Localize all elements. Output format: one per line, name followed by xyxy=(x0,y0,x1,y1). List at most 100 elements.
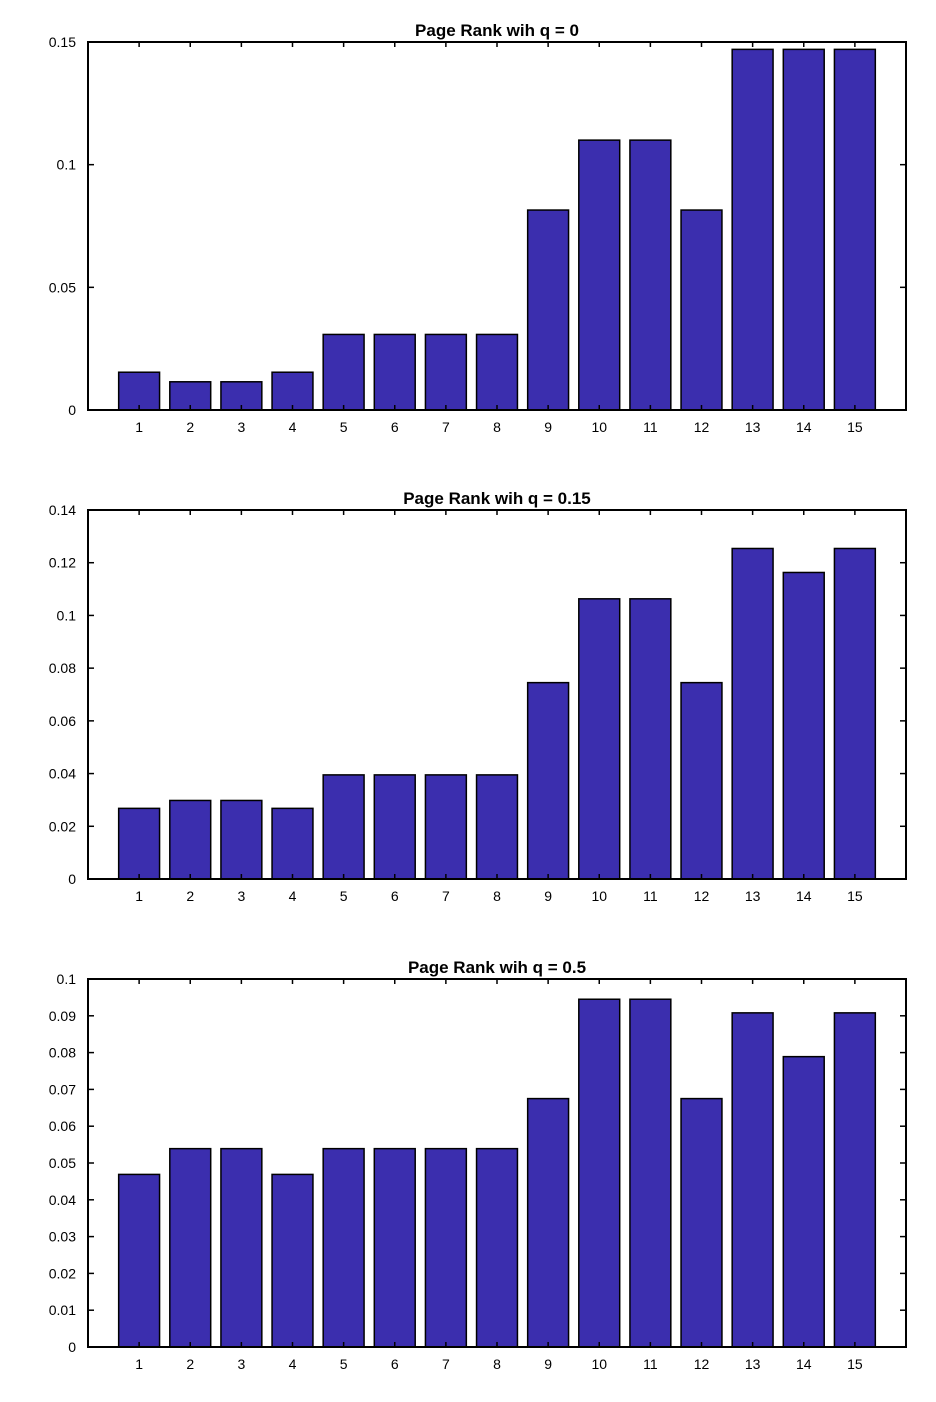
x-tick-label: 13 xyxy=(745,1356,761,1372)
bar-13 xyxy=(731,547,774,880)
bar-4 xyxy=(271,1173,314,1348)
chart-panel-q05: Page Rank wih q = 0.5 1 2 3 4 5 6 7 8 9 10 11 12 13 1… xyxy=(49,958,907,1372)
bar-6 xyxy=(373,774,416,880)
x-tick-label: 15 xyxy=(847,1356,863,1372)
x-tick-label: 7 xyxy=(442,1356,450,1372)
x-tick-label: 4 xyxy=(289,419,297,435)
x-tick-label: 6 xyxy=(391,888,399,904)
x-tick-label: 10 xyxy=(591,888,607,904)
y-tick-label: 0.07 xyxy=(49,1081,76,1097)
bar-11 xyxy=(629,598,672,880)
x-tick-label: 2 xyxy=(186,1356,194,1372)
x-tick-label: 12 xyxy=(694,419,710,435)
y-tick-label: 0.03 xyxy=(49,1229,76,1245)
x-tick-label: 2 xyxy=(186,419,194,435)
x-tick-label: 11 xyxy=(643,1356,658,1372)
x-tick-label: 1 xyxy=(135,888,143,904)
chart-title: Page Rank wih q = 0.5 xyxy=(408,958,586,977)
x-tick-label: 6 xyxy=(391,1356,399,1372)
bar-6 xyxy=(373,333,416,411)
bar-10 xyxy=(578,598,621,880)
chart-title: Page Rank wih q = 0.15 xyxy=(403,489,591,508)
x-tick-label: 1 xyxy=(135,419,143,435)
x-tick-label: 8 xyxy=(493,419,501,435)
y-tick-label: 0.02 xyxy=(49,1265,76,1281)
y-tick-label: 0.06 xyxy=(49,1118,76,1134)
bar-9 xyxy=(526,1097,570,1348)
x-tick-label: 15 xyxy=(847,888,863,904)
x-tick-label: 9 xyxy=(544,888,552,904)
bar-15 xyxy=(833,547,877,880)
y-tick-label: 0 xyxy=(68,871,76,887)
x-tick-label: 10 xyxy=(591,1356,607,1372)
chart-title: Page Rank wih q = 0 xyxy=(415,21,579,40)
bar-4 xyxy=(271,371,314,411)
x-tick-label: 4 xyxy=(289,888,297,904)
bar-5 xyxy=(322,1147,365,1348)
bar-8 xyxy=(475,1147,519,1348)
bar-7 xyxy=(424,1147,468,1348)
y-tick-label: 0.14 xyxy=(49,502,76,518)
bar-15 xyxy=(833,1012,877,1348)
y-tick-label: 0.01 xyxy=(49,1302,76,1318)
bar-9 xyxy=(526,681,570,880)
y-tick-label: 0.04 xyxy=(49,1192,76,1208)
bar-5 xyxy=(322,774,365,880)
bar-12 xyxy=(680,209,723,411)
x-tick-label: 3 xyxy=(237,888,245,904)
bar-10 xyxy=(578,139,621,411)
y-tick-label: 0.09 xyxy=(49,1008,76,1024)
x-tick-label: 9 xyxy=(544,419,552,435)
bar-10 xyxy=(578,998,621,1348)
bar-2 xyxy=(169,1147,212,1348)
bar-7 xyxy=(424,333,468,411)
x-tick-label: 3 xyxy=(237,419,245,435)
y-tick-label: 0.1 xyxy=(57,607,77,623)
bar-1 xyxy=(117,371,161,411)
x-tick-label: 14 xyxy=(796,888,812,904)
x-tick-label: 3 xyxy=(237,1356,245,1372)
x-tick-label: 10 xyxy=(591,419,607,435)
x-tick-label: 6 xyxy=(391,419,399,435)
x-tick-label: 11 xyxy=(643,888,658,904)
y-tick-label: 0.12 xyxy=(49,555,76,571)
x-tick-label: 7 xyxy=(442,419,450,435)
bar-1 xyxy=(117,1173,161,1348)
x-tick-label: 5 xyxy=(340,1356,348,1372)
chart-panel-q0: Page Rank wih q = 0 1 2 3 4 5 6 7 8 9 10 11 12 13 14 1… xyxy=(49,21,907,435)
chart-panel-q015: Page Rank wih q = 0.15 1 2 3 4 5 6 7 8 9 10 11 12 13… xyxy=(49,489,907,904)
bar-13 xyxy=(731,1012,774,1348)
bar-6 xyxy=(373,1147,416,1348)
bar-11 xyxy=(629,998,672,1348)
y-tick-label: 0.05 xyxy=(49,1155,76,1171)
bar-14 xyxy=(782,48,825,411)
x-tick-label: 5 xyxy=(340,888,348,904)
x-tick-label: 11 xyxy=(643,419,658,435)
y-tick-label: 0.08 xyxy=(49,1045,76,1061)
x-tick-label: 13 xyxy=(745,419,761,435)
y-tick-label: 0 xyxy=(68,402,76,418)
x-tick-label: 8 xyxy=(493,888,501,904)
x-tick-label: 12 xyxy=(694,1356,710,1372)
bar-14 xyxy=(782,1055,825,1348)
x-tick-label: 13 xyxy=(745,888,761,904)
y-tick-label: 0 xyxy=(68,1339,76,1355)
y-tick-label: 0.04 xyxy=(49,766,76,782)
x-tick-label: 1 xyxy=(135,1356,143,1372)
bar-5 xyxy=(322,333,365,411)
bar-8 xyxy=(475,333,519,411)
x-tick-label: 15 xyxy=(847,419,863,435)
y-tick-label: 0.08 xyxy=(49,660,76,676)
x-tick-label: 14 xyxy=(796,1356,812,1372)
bar-3 xyxy=(220,799,263,880)
bar-13 xyxy=(731,48,774,411)
bar-11 xyxy=(629,139,672,411)
y-tick-label: 0.1 xyxy=(57,157,77,173)
x-tick-label: 8 xyxy=(493,1356,501,1372)
y-tick-label: 0.06 xyxy=(49,713,76,729)
bar-7 xyxy=(424,774,468,880)
y-tick-label: 0.02 xyxy=(49,818,76,834)
y-tick-label: 0.15 xyxy=(49,34,76,50)
bar-8 xyxy=(475,774,519,880)
bar-9 xyxy=(526,209,570,411)
